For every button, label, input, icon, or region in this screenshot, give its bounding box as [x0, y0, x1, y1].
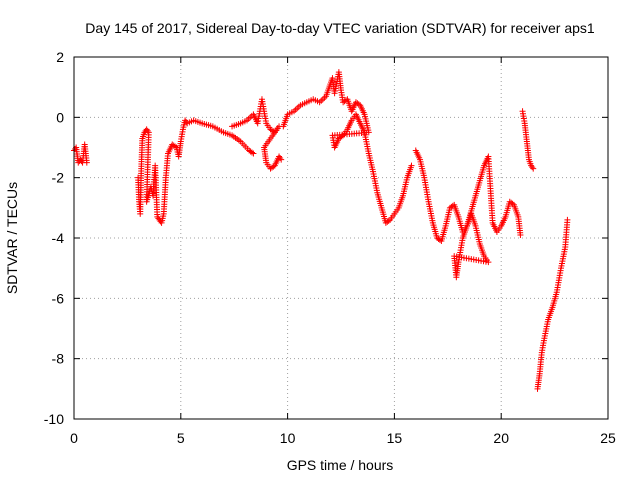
x-tick-label: 5: [177, 430, 185, 446]
chart-title: Day 145 of 2017, Sidereal Day-to-day VTE…: [85, 20, 595, 36]
y-tick-label: -2: [52, 170, 65, 186]
data-point: [408, 162, 415, 169]
y-tick-label: -8: [52, 351, 65, 367]
data-point: [530, 165, 537, 172]
x-tick-label: 25: [600, 430, 616, 446]
y-tick-label: 0: [56, 109, 64, 125]
y-axis-label: SDTVAR / TECUs: [4, 182, 20, 294]
data-point: [172, 143, 179, 150]
data-point: [249, 149, 255, 156]
y-tick-label: -10: [44, 411, 64, 427]
x-tick-label: 0: [70, 430, 78, 446]
y-tick-label: 2: [56, 49, 64, 65]
y-tick-label: -6: [52, 290, 65, 306]
x-axis-label: GPS time / hours: [287, 457, 394, 473]
data-point: [83, 159, 90, 166]
axis-ticks: 0 5 10 15 20 25 -10 -8 -6 -4 -2 0 2: [44, 49, 616, 446]
data-point: [385, 217, 392, 224]
x-tick-label: 20: [493, 430, 509, 446]
data-point: [509, 200, 516, 207]
data-point: [250, 150, 257, 157]
data-points: [71, 69, 571, 392]
data-point: [278, 156, 285, 163]
x-tick-label: 10: [280, 430, 296, 446]
grid: [74, 57, 608, 419]
data-point: [338, 133, 345, 140]
data-point: [564, 216, 571, 223]
x-tick-label: 15: [387, 430, 403, 446]
data-point: [517, 231, 524, 238]
y-tick-label: -4: [52, 230, 65, 246]
